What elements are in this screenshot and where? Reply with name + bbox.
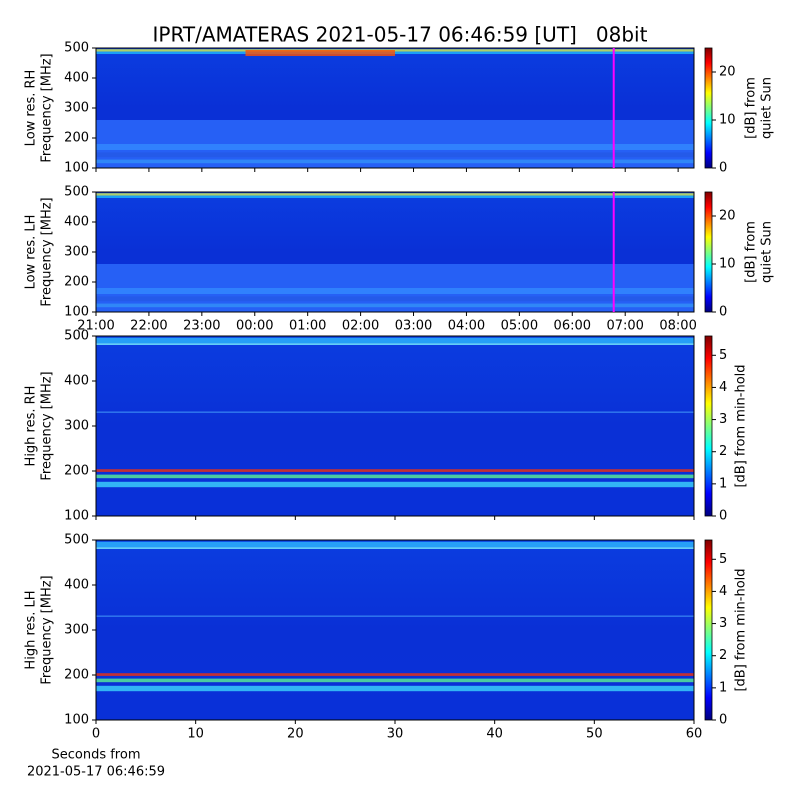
spectrogram-band — [96, 264, 694, 312]
colorbar-label: [dB] from min-hold — [734, 364, 749, 487]
colorbar-tick-label: 0 — [719, 161, 727, 176]
x-tick-label: 60 — [686, 727, 703, 742]
spectrogram-band — [96, 337, 694, 344]
y-axis-label: Low res. LH — [24, 215, 39, 290]
colorbar-tick-label: 3 — [719, 412, 727, 427]
colorbar-tick-label: 10 — [719, 257, 736, 272]
y-tick-label: 500 — [64, 533, 89, 548]
x-tick-label: 01:00 — [289, 319, 326, 334]
y-tick-label: 500 — [64, 41, 89, 56]
y-tick-label: 400 — [64, 215, 89, 230]
spectrogram-band — [245, 50, 395, 56]
colorbar-tick-label: 5 — [719, 552, 727, 567]
colorbar-label: [dB] from min-hold — [734, 568, 749, 691]
colorbar — [704, 191, 713, 313]
x-tick-label: 06:00 — [554, 319, 591, 334]
x-tick-label: 0 — [92, 727, 100, 742]
spectrogram-band — [96, 474, 694, 479]
colorbar — [704, 335, 713, 517]
colorbar-tick-label: 0 — [719, 305, 727, 320]
colorbar-label: quiet Sun — [760, 77, 775, 139]
spectrogram-band — [96, 411, 694, 413]
spectrogram-band — [96, 678, 694, 683]
y-tick-label: 200 — [64, 668, 89, 683]
y-tick-label: 400 — [64, 71, 89, 86]
x-tick-label: 02:00 — [342, 319, 379, 334]
spectrogram-band — [96, 193, 694, 196]
y-axis-label: Frequency [MHz] — [40, 575, 55, 684]
x-tick-label: 23:00 — [183, 319, 220, 334]
y-tick-label: 500 — [64, 329, 89, 344]
spectrogram — [96, 540, 694, 720]
spectrogram-band — [96, 343, 694, 345]
colorbar-label: [dB] from — [744, 77, 759, 139]
spectrogram-band — [96, 685, 694, 692]
spectrogram-band — [96, 673, 694, 676]
y-tick-label: 200 — [64, 131, 89, 146]
colorbar-tick-label: 20 — [719, 209, 736, 224]
y-tick-label: 400 — [64, 578, 89, 593]
x-tick-label: 20 — [287, 727, 304, 742]
colorbar-tick-label: 0 — [719, 713, 727, 728]
spectrogram-band — [96, 547, 694, 549]
y-tick-label: 200 — [64, 464, 89, 479]
colorbar-tick-label: 2 — [719, 648, 727, 663]
colorbar-label: quiet Sun — [760, 221, 775, 283]
colorbar-tick-label: 0 — [719, 509, 727, 524]
colorbar-tick-label: 20 — [719, 65, 736, 80]
x-tick-label: 50 — [586, 727, 603, 742]
y-tick-label: 100 — [64, 161, 89, 176]
figure-title: IPRT/AMATERAS 2021-05-17 06:46:59 [UT] 0… — [153, 23, 648, 47]
x-tick-label: 00:00 — [236, 319, 273, 334]
y-axis-label: Frequency [MHz] — [40, 371, 55, 480]
x-tick-label: 10 — [187, 727, 204, 742]
colorbar-tick-label: 3 — [719, 616, 727, 631]
x-tick-label: 30 — [387, 727, 404, 742]
y-axis-label: Frequency [MHz] — [40, 197, 55, 306]
colorbar-tick-label: 4 — [719, 380, 727, 395]
y-axis-label: Frequency [MHz] — [40, 53, 55, 162]
colorbar-tick-label: 1 — [719, 476, 727, 491]
x-tick-label: 08:00 — [659, 319, 696, 334]
y-tick-label: 300 — [64, 245, 89, 260]
spectrogram-band — [96, 469, 694, 472]
spectrogram-band — [96, 481, 694, 488]
spectrogram-band — [96, 615, 694, 617]
y-tick-label: 100 — [64, 305, 89, 320]
y-tick-label: 500 — [64, 185, 89, 200]
x-tick-label: 40 — [486, 727, 503, 742]
spectrogram-band — [96, 541, 694, 548]
y-tick-label: 300 — [64, 623, 89, 638]
colorbar — [704, 47, 713, 169]
x-tick-label: 05:00 — [501, 319, 538, 334]
y-tick-label: 300 — [64, 101, 89, 116]
x-tick-label: 22:00 — [130, 319, 167, 334]
y-tick-label: 200 — [64, 275, 89, 290]
colorbar-tick-label: 2 — [719, 444, 727, 459]
y-tick-label: 300 — [64, 419, 89, 434]
y-tick-label: 100 — [64, 713, 89, 728]
x-tick-label: 04:00 — [448, 319, 485, 334]
colorbar — [704, 539, 713, 721]
x-tick-label: 07:00 — [606, 319, 643, 334]
colorbar-tick-label: 4 — [719, 584, 727, 599]
y-tick-label: 400 — [64, 374, 89, 389]
y-axis-label: High res. LH — [24, 590, 39, 669]
spectrogram-band — [96, 120, 694, 168]
spectrogram — [96, 336, 694, 516]
y-tick-label: 100 — [64, 509, 89, 524]
y-axis-label: Low res. RH — [24, 70, 39, 147]
colorbar-tick-label: 10 — [719, 113, 736, 128]
x-axis-label: Seconds from — [51, 748, 140, 763]
x-axis-label: 2021-05-17 06:46:59 — [27, 765, 165, 780]
colorbar-tick-label: 5 — [719, 348, 727, 363]
x-tick-label: 03:00 — [395, 319, 432, 334]
spectrogram-band — [96, 195, 694, 198]
y-axis-label: High res. RH — [24, 386, 39, 467]
x-tick-label: 21:00 — [77, 319, 114, 334]
colorbar-tick-label: 1 — [719, 680, 727, 695]
colorbar-label: [dB] from — [744, 221, 759, 283]
